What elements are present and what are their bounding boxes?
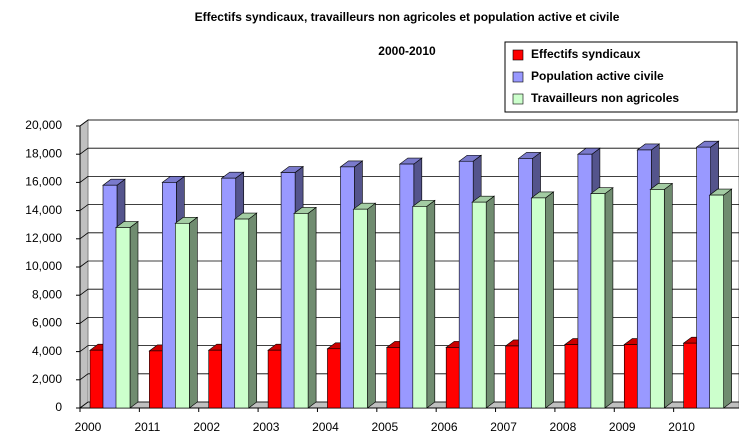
bar	[411, 199, 436, 409]
x-tick-label: 2006	[431, 420, 458, 434]
bar-front	[709, 194, 724, 409]
bar-side	[663, 182, 673, 409]
bar-side	[485, 195, 495, 409]
legend-swatch	[512, 93, 524, 105]
bar-front	[623, 344, 639, 409]
bar-front	[683, 342, 698, 409]
bar	[708, 188, 733, 409]
bar-front	[696, 146, 711, 409]
y-tick-label: 0	[55, 400, 62, 414]
bar-front	[234, 218, 250, 409]
legend-box	[504, 41, 738, 113]
x-tick-label: 2011	[134, 420, 160, 434]
bar	[233, 212, 258, 409]
bar-side	[307, 206, 317, 409]
bar-front	[340, 166, 355, 409]
legend-swatch	[512, 49, 524, 61]
bar	[530, 191, 555, 409]
bar-side	[545, 191, 554, 409]
bar-front	[505, 345, 520, 409]
bar-front	[221, 177, 237, 409]
bar-front	[531, 197, 546, 409]
bar	[649, 182, 674, 409]
bar	[471, 195, 496, 409]
bar	[352, 202, 377, 409]
x-tick-label: 2005	[371, 420, 398, 434]
bar-front	[162, 182, 177, 409]
legend-label: Travailleurs non agricoles	[531, 91, 679, 105]
bar-front	[327, 348, 342, 409]
bar-front	[399, 163, 415, 409]
bar-front	[636, 149, 652, 409]
chart-title: Effectifs syndicaux, travailleurs non ag…	[195, 10, 620, 24]
x-tick-label: 2002	[193, 420, 220, 434]
x-tick-label: 2000	[75, 420, 102, 434]
bar-side	[604, 187, 614, 409]
bar-front	[590, 193, 606, 409]
bar-front	[208, 349, 224, 409]
bar-front	[149, 350, 164, 409]
y-tick-label: 2,000	[32, 372, 62, 386]
bar	[115, 220, 139, 409]
x-tick-label: 2010	[668, 420, 695, 434]
bar-side	[367, 202, 376, 409]
x-tick-label: 2003	[253, 420, 280, 434]
y-tick-label: 18,000	[25, 146, 62, 160]
bar-front	[412, 206, 428, 409]
y-tick-label: 8,000	[32, 287, 62, 301]
y-tick-label: 12,000	[25, 231, 62, 245]
bar-front	[267, 349, 283, 409]
bar-front	[280, 172, 296, 409]
bar-front	[293, 213, 309, 409]
x-tick-label: 2007	[490, 420, 517, 434]
y-tick-label: 6,000	[32, 316, 62, 330]
bar-front	[564, 344, 580, 409]
bar	[590, 187, 614, 409]
grid-line	[79, 119, 739, 127]
bar-front	[175, 222, 190, 409]
x-tick-label: 2008	[550, 420, 577, 434]
bar-front	[353, 208, 368, 409]
bar-front	[89, 349, 105, 409]
bar-front	[115, 227, 131, 409]
x-tick-label: 2004	[312, 420, 339, 434]
bar-front	[386, 347, 402, 409]
bar-side	[248, 212, 258, 409]
y-tick-label: 4,000	[32, 344, 62, 358]
legend-label: Effectifs syndicaux	[531, 47, 641, 61]
bar-front	[471, 201, 487, 409]
chart-subtitle: 2000-2010	[378, 44, 436, 58]
bar-front	[445, 347, 461, 409]
bar-side	[723, 188, 732, 409]
y-tick-label: 14,000	[25, 203, 62, 217]
bar-front	[649, 189, 665, 409]
legend-swatch	[512, 71, 524, 83]
y-tick-label: 16,000	[25, 175, 62, 189]
bar-side	[189, 216, 198, 409]
y-tick-label: 20,000	[25, 118, 62, 132]
grid-line	[79, 147, 739, 155]
bar-side	[426, 199, 436, 409]
legend-label: Population active civile	[531, 69, 664, 83]
bar-front	[577, 153, 593, 409]
bar-side	[129, 220, 139, 409]
bar-front	[458, 160, 474, 409]
x-tick-label: 2009	[609, 420, 636, 434]
y-tick-label: 10,000	[25, 259, 62, 273]
bar	[293, 206, 317, 409]
bar	[174, 216, 199, 409]
bar-front	[518, 158, 533, 409]
bar-front	[102, 184, 118, 409]
